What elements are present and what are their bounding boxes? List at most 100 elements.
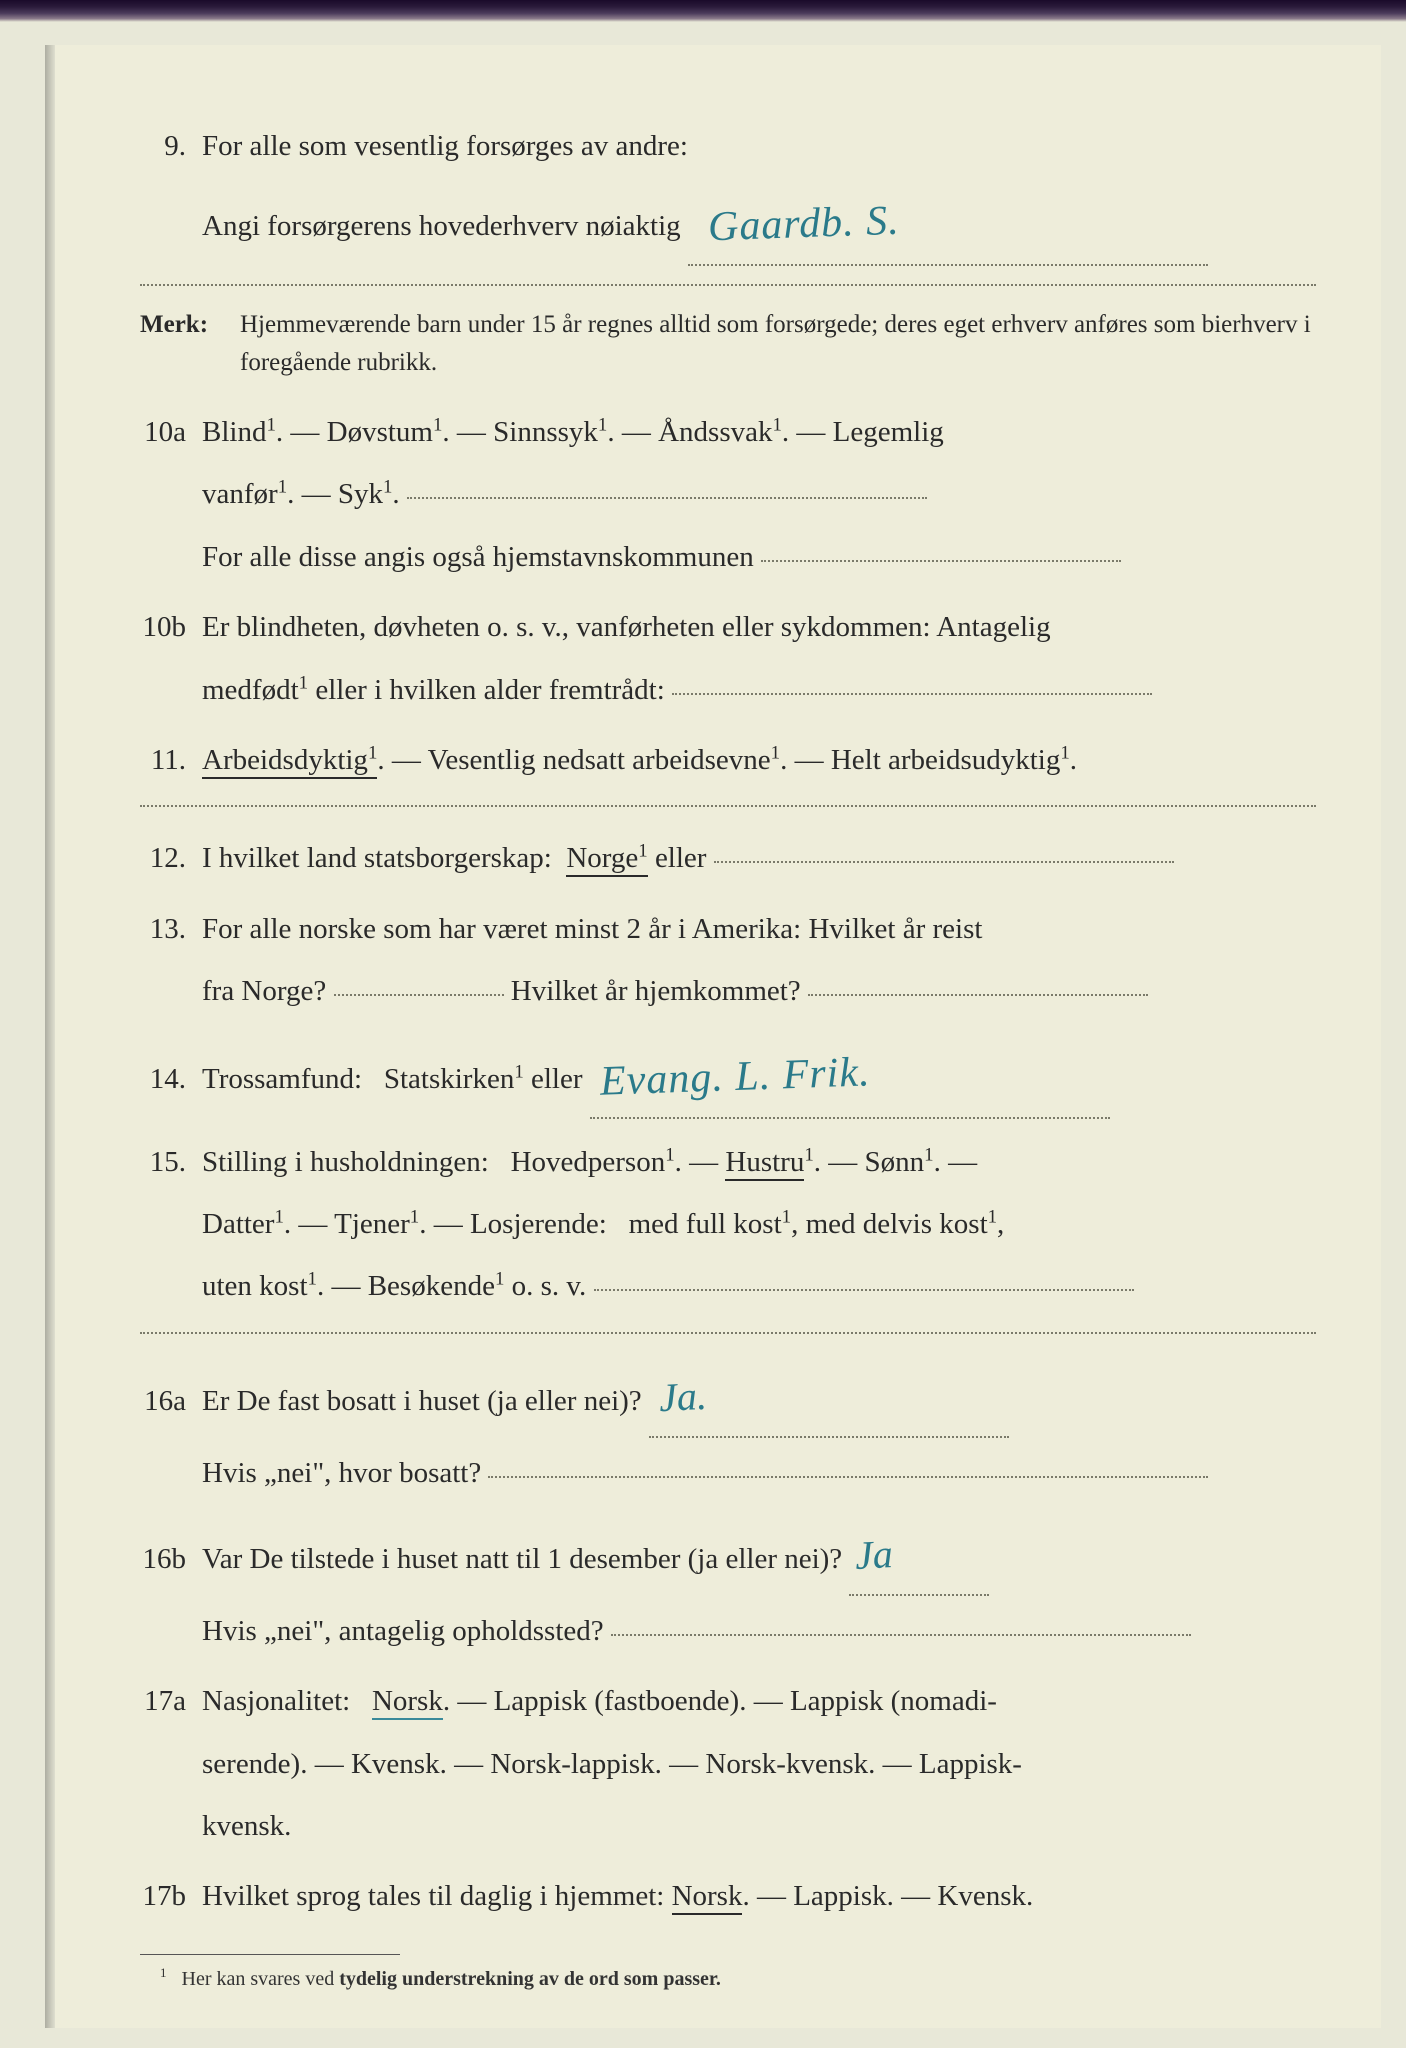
q16b-handwritten: Ja: [853, 1511, 895, 1599]
q17a-opt3b: serende): [202, 1748, 300, 1780]
q11-opt3: Helt arbeidsudyktig1.: [831, 744, 1077, 776]
q11-number: 11.: [140, 737, 202, 783]
q15-opt4: Datter1.: [202, 1208, 291, 1240]
q17a-opt7: Lappisk: [919, 1748, 1012, 1780]
q16a-line2: Hvis „nei", hvor bosatt?: [202, 1457, 481, 1489]
merk-text: Hjemmeværende barn under 15 år regnes al…: [240, 306, 1316, 384]
q13-line2b: Hvilket år hjemkommet?: [511, 975, 801, 1007]
q15-label: Stilling i husholdningen:: [202, 1146, 489, 1178]
q9-body: For alle som vesentlig forsørges av andr…: [202, 115, 1316, 270]
q17b-opt1-selected: Norsk: [672, 1880, 743, 1915]
q10a-line2b: Syk1.: [338, 478, 400, 510]
blank-line: [611, 1634, 1191, 1636]
q12-or: eller: [655, 842, 707, 874]
q10a-opt3: Sinnssyk1.: [493, 416, 614, 448]
q15-opt3: Sønn1.: [865, 1146, 941, 1178]
q10a-opt5: Legemlig: [833, 416, 944, 448]
q16b-line1: Var De tilstede i huset natt til 1 desem…: [202, 1543, 842, 1575]
q12-body: I hvilket land statsborgerskap: Norge1 e…: [202, 827, 1316, 889]
q10b-line2a: medfødt1: [202, 674, 308, 706]
q15-number: 15.: [140, 1139, 202, 1185]
q10a-number: 10a: [140, 409, 202, 455]
q17a-number: 17a: [140, 1678, 202, 1724]
question-15: 15. Stilling i husholdningen: Hovedperso…: [140, 1131, 1316, 1318]
q10b-body: Er blindheten, døvheten o. s. v., vanfør…: [202, 596, 1316, 721]
q16a-handwritten: Ja.: [657, 1352, 709, 1440]
scan-top-edge: [0, 0, 1406, 22]
q15-losj3: uten kost1.: [202, 1270, 324, 1302]
q10a-line3: For alle disse angis også hjemstavnskomm…: [202, 541, 754, 573]
q10a-opt1: Blind1.: [202, 416, 283, 448]
q15-opt5: Tjener1.: [334, 1208, 426, 1240]
footnote-rule: [140, 1954, 400, 1955]
q17a-label: Nasjonalitet:: [202, 1685, 350, 1717]
form-page: 9. For alle som vesentlig forsørges av a…: [55, 45, 1381, 2028]
q16b-number: 16b: [140, 1536, 202, 1582]
q10b-number: 10b: [140, 604, 202, 650]
merk-note: Merk: Hjemmeværende barn under 15 år reg…: [140, 306, 1316, 384]
blank-line: [334, 994, 504, 996]
q14-opt1: Statskirken1: [384, 1063, 524, 1095]
q15-losj2: med delvis kost1,: [806, 1208, 1005, 1240]
question-17b: 17b Hvilket sprog tales til daglig i hje…: [140, 1865, 1316, 1927]
q11-opt2: Vesentlig nedsatt arbeidsevne1.: [428, 744, 788, 776]
q17a-opt5: Norsk-lappisk: [490, 1748, 654, 1780]
q14-handwritten: Evang. L. Frik.: [598, 1028, 871, 1128]
question-12: 12. I hvilket land statsborgerskap: Norg…: [140, 827, 1316, 889]
footnote: 1 Her kan svares ved tydelig understrekn…: [140, 1963, 1316, 1995]
q17b-opt2: Lappisk: [793, 1880, 886, 1912]
footnote-text-b: tydelig understrekning av de ord som pas…: [339, 1968, 721, 1990]
q15-tail: o. s. v.: [512, 1270, 587, 1302]
question-13: 13. For alle norske som har været minst …: [140, 898, 1316, 1023]
q17b-opt3: Kvensk: [937, 1880, 1026, 1912]
q9-line2-label: Angi forsørgerens hovederhverv nøiaktig: [202, 210, 681, 242]
q11-body: Arbeidsdyktig1. — Vesentlig nedsatt arbe…: [202, 729, 1316, 791]
q10a-opt2: Døvstum1.: [327, 416, 450, 448]
q15-losj1: med full kost1,: [629, 1208, 799, 1240]
q11-opt1: Arbeidsdyktig1: [202, 744, 377, 779]
q12-opt1: Norge1: [566, 842, 647, 877]
q13-line2a: fra Norge?: [202, 975, 326, 1007]
q13-number: 13.: [140, 906, 202, 952]
q10a-opt4: Åndssvak1.: [658, 416, 789, 448]
q10b-line2b: eller i hvilken alder fremtrådt:: [315, 674, 664, 706]
q16b-answer-line: Ja: [849, 1508, 989, 1596]
q17a-opt7b: kvensk: [202, 1810, 284, 1842]
q9-answer-line: Gaardb. S.: [688, 173, 1208, 265]
q16a-answer-line: Ja.: [649, 1350, 1009, 1438]
question-11: 11. Arbeidsdyktig1. — Vesentlig nedsatt …: [140, 729, 1316, 791]
q13-body: For alle norske som har været minst 2 år…: [202, 898, 1316, 1023]
q16a-body: Er De fast bosatt i huset (ja eller nei)…: [202, 1354, 1316, 1504]
question-16a: 16a Er De fast bosatt i huset (ja eller …: [140, 1354, 1316, 1504]
q17a-opt2: Lappisk (fastboende): [494, 1685, 740, 1717]
q12-label: I hvilket land statsborgerskap:: [202, 842, 552, 874]
q15-opt6: Besøkende1: [368, 1270, 505, 1302]
q15-opt2-selected: Hustru: [725, 1146, 804, 1181]
q9-handwritten: Gaardb. S.: [706, 176, 901, 273]
q17b-label: Hvilket sprog tales til daglig i hjemmet…: [202, 1880, 664, 1912]
q14-label: Trossamfund:: [202, 1063, 362, 1095]
blank-line: [761, 560, 1121, 562]
q16b-body: Var De tilstede i huset natt til 1 desem…: [202, 1512, 1316, 1662]
q17b-number: 17b: [140, 1873, 202, 1919]
q15-opt1: Hovedperson1.: [511, 1146, 682, 1178]
blank-line: [594, 1289, 1134, 1291]
q14-number: 14.: [140, 1056, 202, 1102]
q17b-body: Hvilket sprog tales til daglig i hjemmet…: [202, 1865, 1316, 1927]
q9-number: 9.: [140, 123, 202, 169]
q9-line1: For alle som vesentlig forsørges av andr…: [202, 130, 688, 162]
q10b-line1: Er blindheten, døvheten o. s. v., vanfør…: [202, 611, 1051, 643]
q14-body: Trossamfund: Statskirken1 eller Evang. L…: [202, 1030, 1316, 1122]
separator: [140, 805, 1316, 807]
blank-line: [488, 1476, 1208, 1478]
blank-line: [407, 497, 927, 499]
question-10a: 10a Blind1. — Døvstum1. — Sinnssyk1. — Å…: [140, 401, 1316, 588]
question-16b: 16b Var De tilstede i huset natt til 1 d…: [140, 1512, 1316, 1662]
q17a-opt3: Lappisk (nomadi: [790, 1685, 987, 1717]
q10a-body: Blind1. — Døvstum1. — Sinnssyk1. — Åndss…: [202, 401, 1316, 588]
q16b-line2: Hvis „nei", antagelig opholdssted?: [202, 1615, 604, 1647]
question-14: 14. Trossamfund: Statskirken1 eller Evan…: [140, 1030, 1316, 1122]
footnote-marker: 1: [160, 1965, 167, 1980]
q10a-line2a: vanfør1.: [202, 478, 294, 510]
question-10b: 10b Er blindheten, døvheten o. s. v., va…: [140, 596, 1316, 721]
